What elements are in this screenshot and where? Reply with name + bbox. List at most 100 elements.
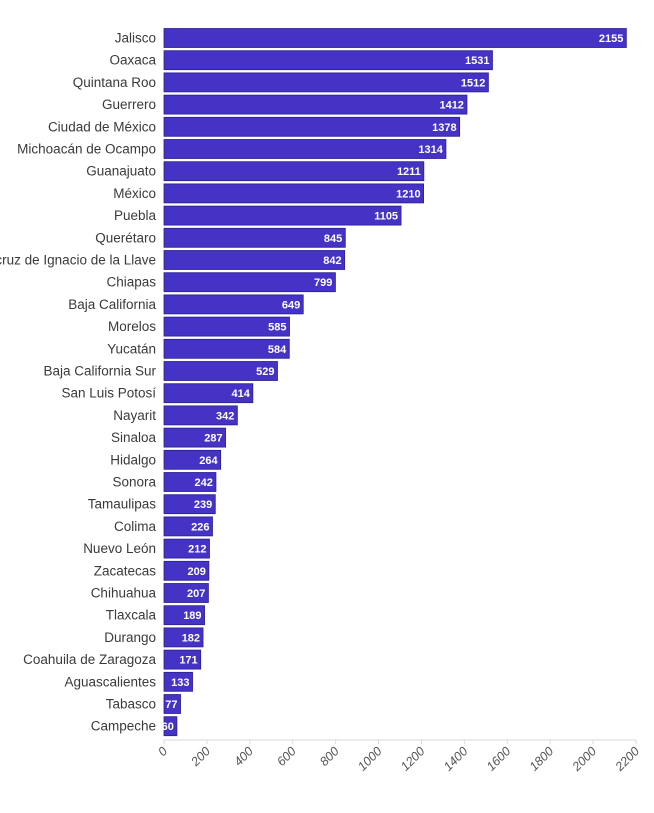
x-tick-label: 1800 [527,744,557,774]
bar-31 [163,716,178,737]
bar-1 [163,50,493,71]
bar-29 [163,671,193,692]
bar-17 [163,405,238,426]
category-label: Colima [114,519,157,534]
category-label: Ciudad de México [48,119,156,134]
value-label: 207 [187,588,205,600]
x-tick-label: 1000 [355,744,385,774]
bar-19 [163,449,222,470]
value-label: 342 [216,410,234,422]
category-label: México [113,186,156,201]
x-tick-label: 1200 [398,744,428,774]
value-label: 1210 [396,188,420,200]
value-label: 414 [231,388,250,400]
value-label: 239 [194,499,212,511]
value-label: 799 [314,277,332,289]
category-label: Veracruz de Ignacio de la Llave [0,253,156,268]
category-label: Chihuahua [91,586,157,601]
category-label: Morelos [108,319,156,334]
bar-28 [163,649,202,670]
value-label: 2155 [599,33,623,45]
category-label: Querétaro [95,230,156,245]
category-label: Yucatán [107,341,156,356]
category-label: Michoacán de Ocampo [17,142,156,157]
bar-22 [163,516,213,537]
category-label: Baja California Sur [43,364,156,379]
value-label: 842 [323,255,341,267]
x-tick-label: 400 [231,744,256,769]
category-label: Zacatecas [94,563,157,578]
category-label: Tlaxcala [106,608,157,623]
category-label: Aguascalientes [64,674,156,689]
bar-26 [163,605,205,626]
bar-13 [163,316,290,337]
x-tick-label: 2200 [612,744,642,774]
bar-16 [163,383,254,404]
category-label: Hidalgo [110,452,156,467]
category-label: Coahuila de Zaragoza [23,652,156,667]
bar-15 [163,361,278,381]
category-label: Campeche [91,719,156,734]
bar-8 [163,205,402,226]
bar-6 [163,161,425,182]
bar-23 [163,538,210,559]
value-label: 584 [268,344,287,356]
value-label: 226 [191,521,209,533]
x-tick-label: 1400 [441,744,471,774]
category-label: Guanajuato [86,164,156,179]
category-label: Baja California [68,297,156,312]
bar-27 [163,627,204,648]
bar-25 [163,583,209,603]
category-label: Durango [104,630,156,645]
value-label: 1512 [461,77,485,89]
value-label: 133 [171,677,189,689]
x-axis: 0 200 400 600 800 1000 1200 1400 1600 1800 2000 220… [155,739,642,774]
bar-7 [163,183,425,204]
bar-24 [163,560,210,581]
x-tick-label: 2000 [569,744,599,774]
value-label: 529 [256,366,274,378]
value-label: 264 [199,455,218,467]
bar-18 [163,427,226,448]
value-label: 77 [165,699,177,711]
bar-5 [163,139,447,159]
category-label: Sonora [112,475,156,490]
value-label: 212 [188,544,206,556]
bar-10 [163,250,346,270]
value-label: 1412 [439,100,463,112]
value-label: 171 [179,655,197,667]
value-label: 1531 [465,55,489,67]
category-label: Nuevo León [83,541,156,556]
value-label: 1211 [397,166,421,178]
value-label: 845 [324,233,342,245]
bar-9 [163,227,346,248]
value-label: 287 [204,433,222,445]
bar-3 [163,94,468,115]
bar-2 [163,72,489,93]
value-label: 649 [282,299,300,311]
x-tick-label: 600 [274,744,299,769]
bar-11 [163,272,336,293]
bars-layer [163,28,627,737]
value-label: 1378 [432,122,456,134]
bar-14 [163,338,290,359]
category-label: Sinaloa [111,430,157,445]
bar-21 [163,494,216,515]
value-label: 1314 [418,144,443,156]
value-labels: 2155 1531 1512 1412 1378 1314 1211 1210 1105 845 8… [162,33,624,733]
x-tick-label: 800 [317,744,342,769]
value-label: 209 [187,566,205,578]
category-label: Nayarit [113,408,156,423]
x-tick-label: 200 [188,744,213,769]
value-label: 1105 [374,211,398,223]
category-label: San Luis Potosí [61,386,156,401]
value-label: 60 [162,721,174,733]
category-label: Chiapas [106,275,156,290]
x-tick-label: 1600 [484,744,514,774]
category-label: Puebla [114,208,157,223]
bar-20 [163,472,217,492]
bar-4 [163,116,461,137]
category-label: Quintana Roo [73,75,156,90]
value-label: 182 [182,632,200,644]
